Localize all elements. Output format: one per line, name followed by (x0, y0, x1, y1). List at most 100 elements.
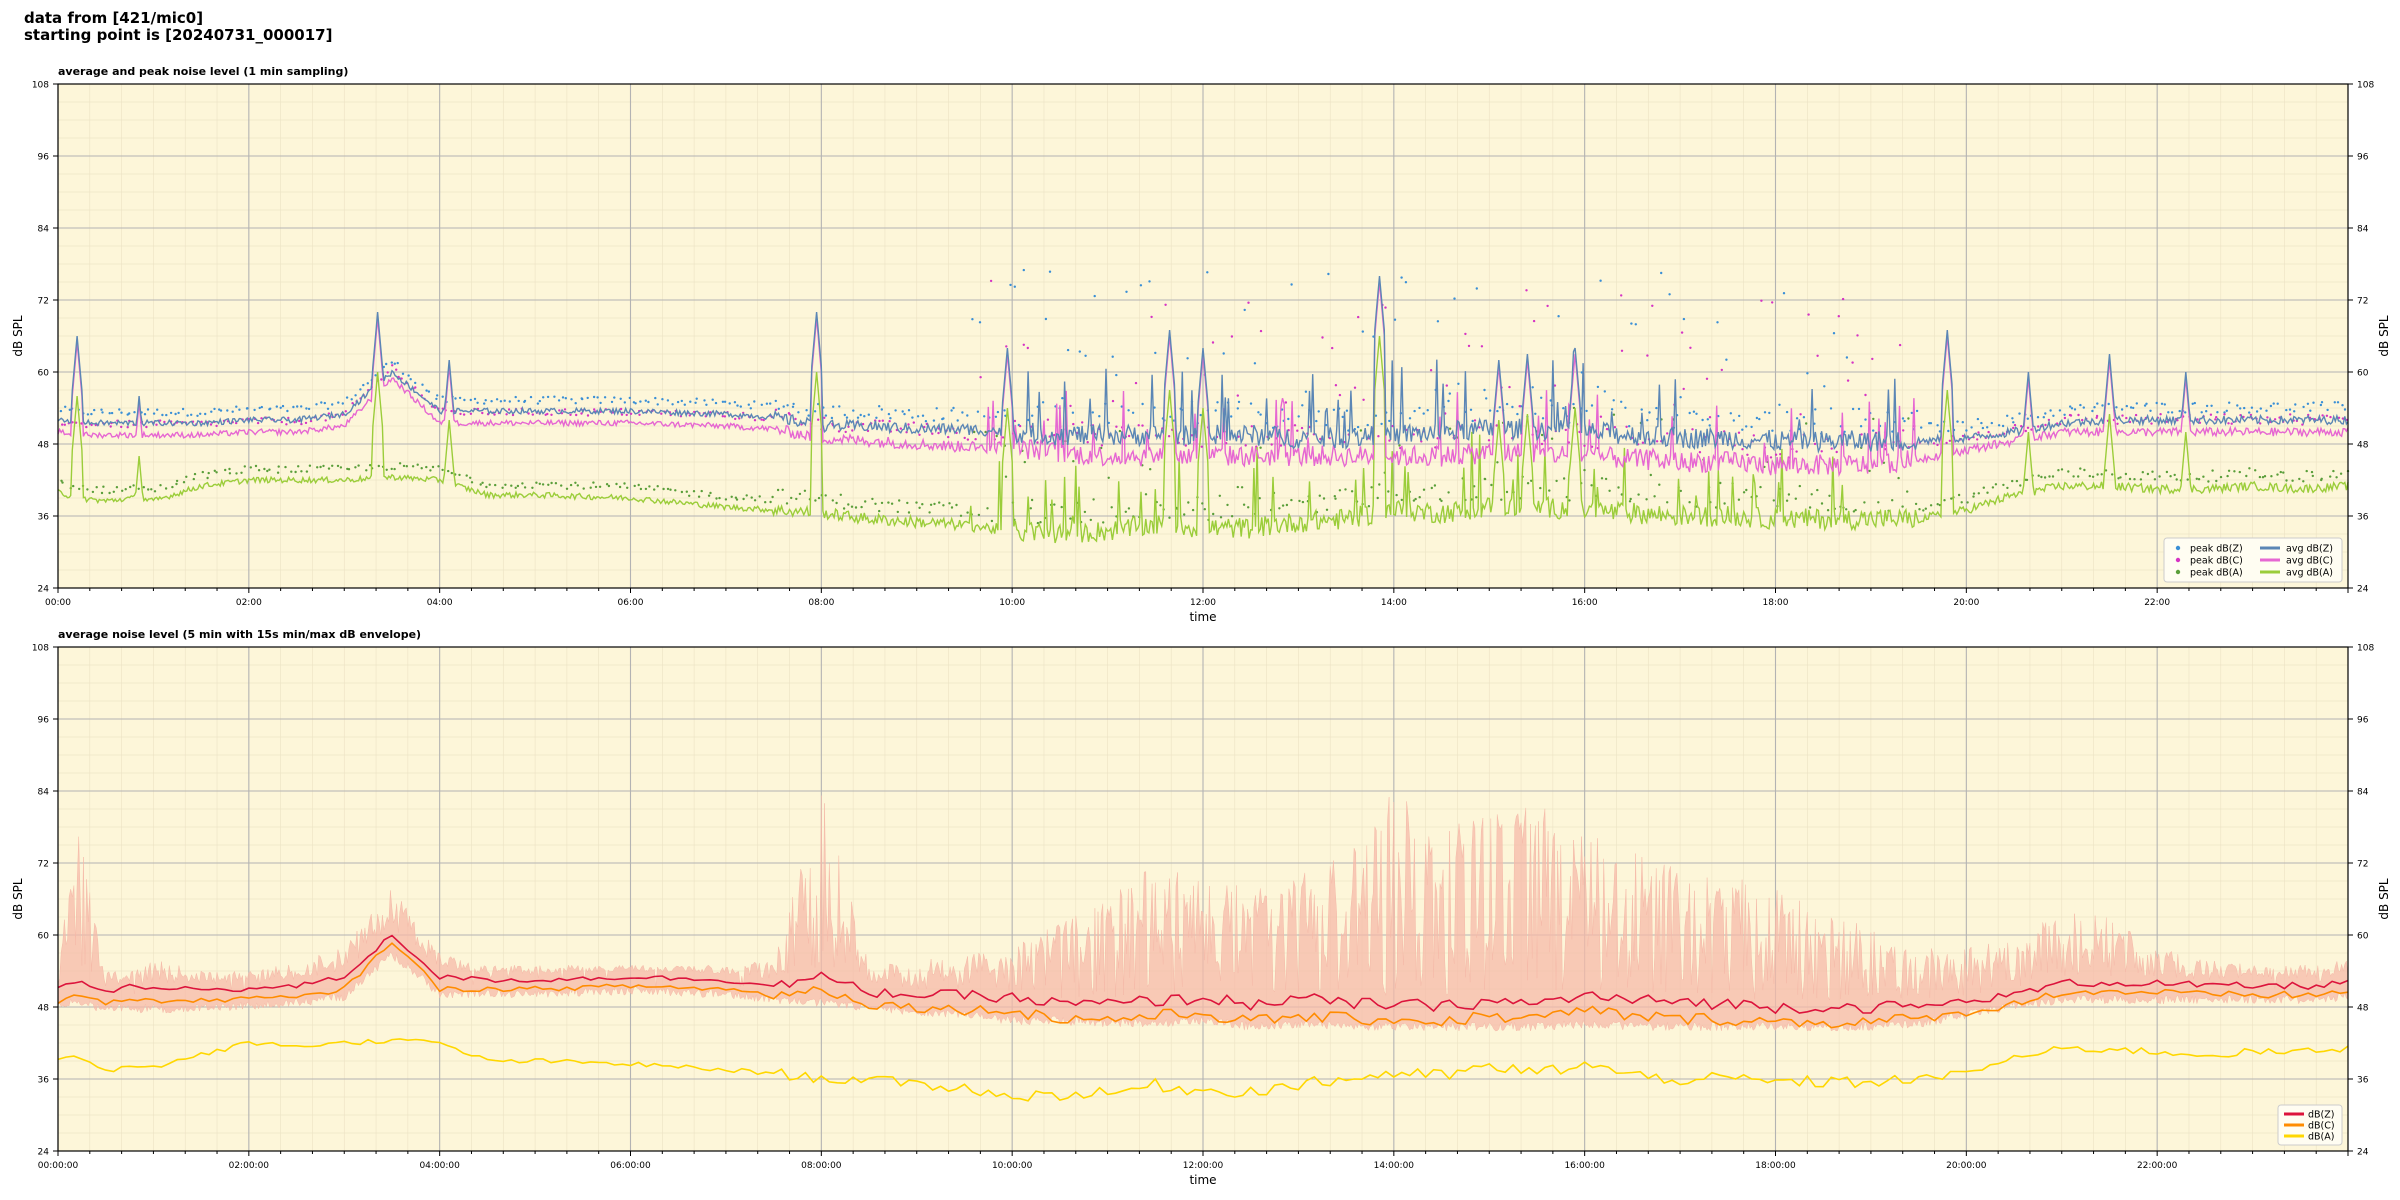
peak-point-c (1377, 435, 1380, 438)
peak-point-c (2230, 422, 2233, 425)
peak-point-a (2258, 475, 2262, 479)
peak-point-z (596, 396, 599, 399)
peak-point-c (1698, 451, 1702, 454)
peak-point-c (2063, 416, 2067, 420)
peak-point-a (1422, 488, 1426, 491)
peak-point-a (2310, 470, 2314, 474)
peak-point-c (344, 410, 347, 413)
peak-point-z (863, 415, 866, 418)
peak-point-z (374, 374, 377, 377)
peak-point-z (1624, 406, 1627, 409)
peak-point-c (563, 408, 567, 411)
peak-point-a (1816, 488, 1819, 492)
peak-point-z (2135, 402, 2138, 405)
series-line-dbz (57, 934, 2349, 1015)
peak-point-c (861, 422, 865, 426)
peak-point-c (1936, 443, 1939, 447)
peak-point-c (760, 418, 763, 421)
peak-point-a (948, 502, 951, 505)
peak-point-z (703, 399, 706, 402)
peak-point-c (158, 419, 162, 422)
peak-point-a (990, 519, 994, 523)
peak-point-z (296, 405, 299, 408)
peak-point-a (60, 479, 63, 482)
peak-point-a (377, 464, 380, 468)
peak-point-z (878, 405, 881, 408)
peak-point-a (626, 486, 629, 489)
peak-point-a (803, 489, 807, 492)
peak-point-a (393, 467, 396, 471)
peak-point-a (2037, 474, 2040, 477)
peak-point-a (2067, 470, 2070, 473)
peak-point-z (1448, 392, 1452, 395)
x-tick-label: 20:00 (1953, 598, 1979, 608)
peak-point-z (2309, 409, 2312, 412)
peak-point-c (1164, 303, 1167, 306)
peak-point-z (1901, 417, 1905, 420)
peak-point-a (2248, 467, 2251, 470)
peak-point-a (243, 465, 246, 468)
peak-point-a (798, 492, 802, 496)
peak-point-z (2042, 416, 2046, 419)
peak-point-z (628, 396, 631, 400)
peak-point-a (2215, 479, 2218, 483)
peak-point-a (164, 487, 168, 490)
peak-point-z (508, 400, 511, 403)
peak-point-z (1356, 425, 1360, 429)
peak-point-a (488, 483, 491, 486)
peak-point-a (769, 500, 772, 504)
peak-point-c (1464, 332, 1467, 336)
legend-label: dB(Z) (2308, 1110, 2334, 1121)
peak-point-a (896, 510, 899, 514)
peak-point-z (711, 398, 714, 401)
peak-point-z (2073, 408, 2077, 411)
peak-point-z (1317, 410, 1320, 413)
peak-point-a (2169, 475, 2172, 478)
chart-title: average and peak noise level (1 min samp… (58, 65, 348, 78)
peak-point-z (1668, 293, 1671, 296)
peak-point-z (889, 417, 892, 420)
peak-point-z (2018, 412, 2021, 415)
peak-point-c (1353, 386, 1357, 389)
peak-point-z (1585, 409, 1588, 413)
series-line-dbc (57, 942, 2349, 1029)
peak-point-c (1001, 436, 1005, 439)
peak-point-z (2333, 401, 2336, 404)
peak-point-z (2228, 401, 2231, 404)
peak-point-a (560, 484, 563, 487)
peak-point-a (966, 511, 969, 514)
peak-point-z (916, 415, 920, 418)
peak-point-c (1816, 354, 1819, 357)
peak-point-z (235, 405, 238, 408)
peak-point-a (521, 482, 524, 485)
peak-point-c (688, 414, 691, 417)
peak-point-c (963, 436, 966, 440)
peak-point-a (1901, 505, 1904, 508)
peak-point-z (323, 401, 326, 405)
peak-point-a (995, 434, 998, 438)
peak-point-a (2133, 478, 2136, 481)
peak-point-a (1808, 506, 1812, 509)
peak-point-a (1072, 460, 1075, 463)
peak-point-a (1868, 469, 1871, 473)
peak-point-z (2011, 417, 2014, 420)
peak-point-a (2117, 477, 2120, 480)
peak-point-c (1705, 377, 1709, 380)
peak-point-c (1553, 384, 1557, 387)
peak-point-a (2335, 476, 2338, 479)
peak-point-a (750, 496, 753, 499)
peak-point-z (213, 407, 216, 411)
series-line-dba (57, 1038, 2349, 1102)
peak-point-z (1970, 426, 1973, 429)
peak-point-a (707, 494, 711, 497)
peak-point-a (938, 501, 941, 504)
peak-point-a (594, 485, 598, 489)
peak-point-z (305, 407, 308, 410)
peak-point-z (275, 405, 278, 408)
peak-point-z (676, 400, 680, 404)
peak-point-z (1488, 409, 1492, 412)
peak-point-a (2119, 476, 2122, 479)
legend-box (2163, 537, 2343, 583)
peak-point-z (1426, 409, 1429, 412)
peak-point-z (143, 413, 147, 416)
